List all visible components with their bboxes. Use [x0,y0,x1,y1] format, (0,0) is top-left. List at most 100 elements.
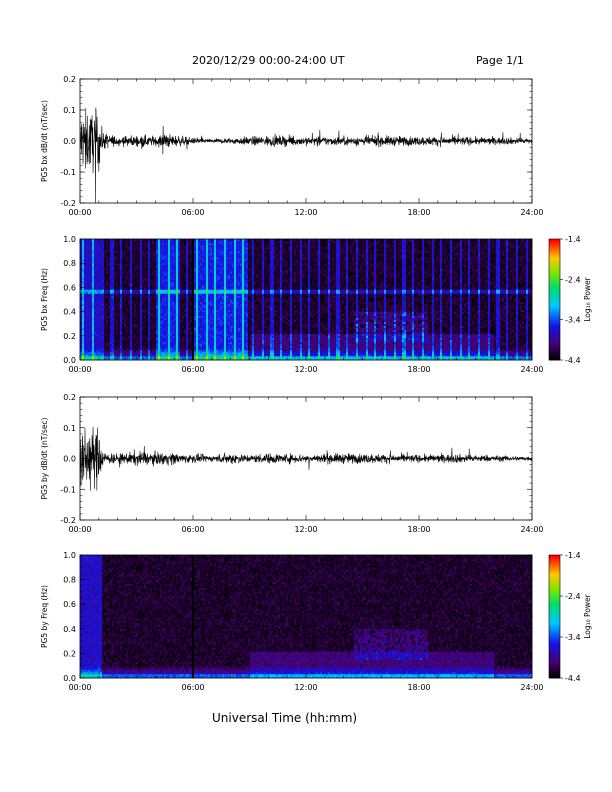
heatmap-cell [150,324,152,326]
heatmap-cell [236,285,238,287]
heatmap-cell [184,295,186,297]
heatmap-cell [192,336,194,338]
heatmap-cell [222,277,224,279]
heatmap-cell [130,310,132,312]
heatmap-cell [218,320,220,322]
heatmap-cell [150,295,152,297]
heatmap-cell [160,346,162,348]
heatmap-cell [212,350,214,352]
heatmap-cell [218,273,220,275]
heatmap-cell [116,316,118,318]
heatmap-cell [236,257,238,259]
heatmap-cell [102,273,104,275]
heatmap-cell [134,324,136,326]
heatmap-cell [204,344,206,346]
heatmap-cell [216,255,218,257]
heatmap-cell [132,308,134,310]
heatmap-cell [146,324,148,326]
heatmap-cell [224,332,226,334]
heatmap-cell [86,265,88,267]
heatmap-cell [134,314,136,316]
heatmap-cell [130,289,132,291]
heatmap-cell [94,344,96,346]
heatmap-cell [178,314,180,316]
heatmap-cell [128,263,130,265]
heatmap-cell [110,263,112,265]
heatmap-cell [164,314,166,316]
heatmap-cell [86,269,88,271]
heatmap-cell [146,261,148,263]
heatmap-cell [144,324,146,326]
heatmap-cell [240,261,242,263]
heatmap-cell [148,350,150,352]
heatmap-cell [100,273,102,275]
heatmap-cell [206,342,208,344]
heatmap-cell [216,257,218,259]
heatmap-cell [142,308,144,310]
heatmap-cell [224,297,226,299]
heatmap-cell [124,332,126,334]
heatmap-cell [110,318,112,320]
heatmap-cell [202,281,204,283]
heatmap-cell [208,265,210,267]
heatmap-cell [124,251,126,253]
heatmap-cell [176,251,178,253]
heatmap-cell [84,328,86,330]
heatmap-cell [208,326,210,328]
heatmap-cell [240,241,242,243]
heatmap-cell [168,336,170,338]
heatmap-cell [146,314,148,316]
heatmap-cell [126,318,128,320]
heatmap-cell [152,289,154,291]
heatmap-cell [214,265,216,267]
heatmap-cell [186,328,188,330]
heatmap-cell [148,340,150,342]
heatmap-cell [112,348,114,350]
heatmap-cell [198,255,200,257]
heatmap-cell [140,289,142,291]
heatmap-cell [238,312,240,314]
heatmap-cell [96,324,98,326]
heatmap-cell [88,356,90,358]
heatmap-cell [144,328,146,330]
heatmap-cell [194,316,196,318]
heatmap-cell [96,295,98,297]
heatmap-cell [122,289,124,291]
heatmap-cell [154,342,156,344]
heatmap-cell [114,340,116,342]
heatmap-cell [202,340,204,342]
heatmap-cell [200,245,202,247]
heatmap-cell [90,273,92,275]
heatmap-cell [84,308,86,310]
heatmap-cell [150,275,152,277]
heatmap-cell [156,334,158,336]
heatmap-cell [106,318,108,320]
heatmap-cell [146,293,148,295]
heatmap-cell [150,332,152,334]
heatmap-cell [190,291,192,293]
heatmap-cell [148,247,150,249]
heatmap-cell [138,245,140,247]
heatmap-cell [200,352,202,354]
heatmap-cell [102,334,104,336]
heatmap-cell [96,332,98,334]
heatmap-cell [146,289,148,291]
heatmap-cell [214,277,216,279]
heatmap-cell [208,348,210,350]
heatmap-cell [132,253,134,255]
heatmap-cell [182,350,184,352]
heatmap-cell [198,340,200,342]
heatmap-cell [174,342,176,344]
heatmap-cell [228,281,230,283]
heatmap-cell [124,289,126,291]
heatmap-cell [234,275,236,277]
heatmap-cell [130,316,132,318]
heatmap-cell [234,283,236,285]
heatmap-cell [102,279,104,281]
heatmap-cell [134,326,136,328]
heatmap-cell [228,348,230,350]
heatmap-cell [170,249,172,251]
heatmap-cell [184,275,186,277]
heatmap-cell [136,308,138,310]
heatmap-cell [146,295,148,297]
